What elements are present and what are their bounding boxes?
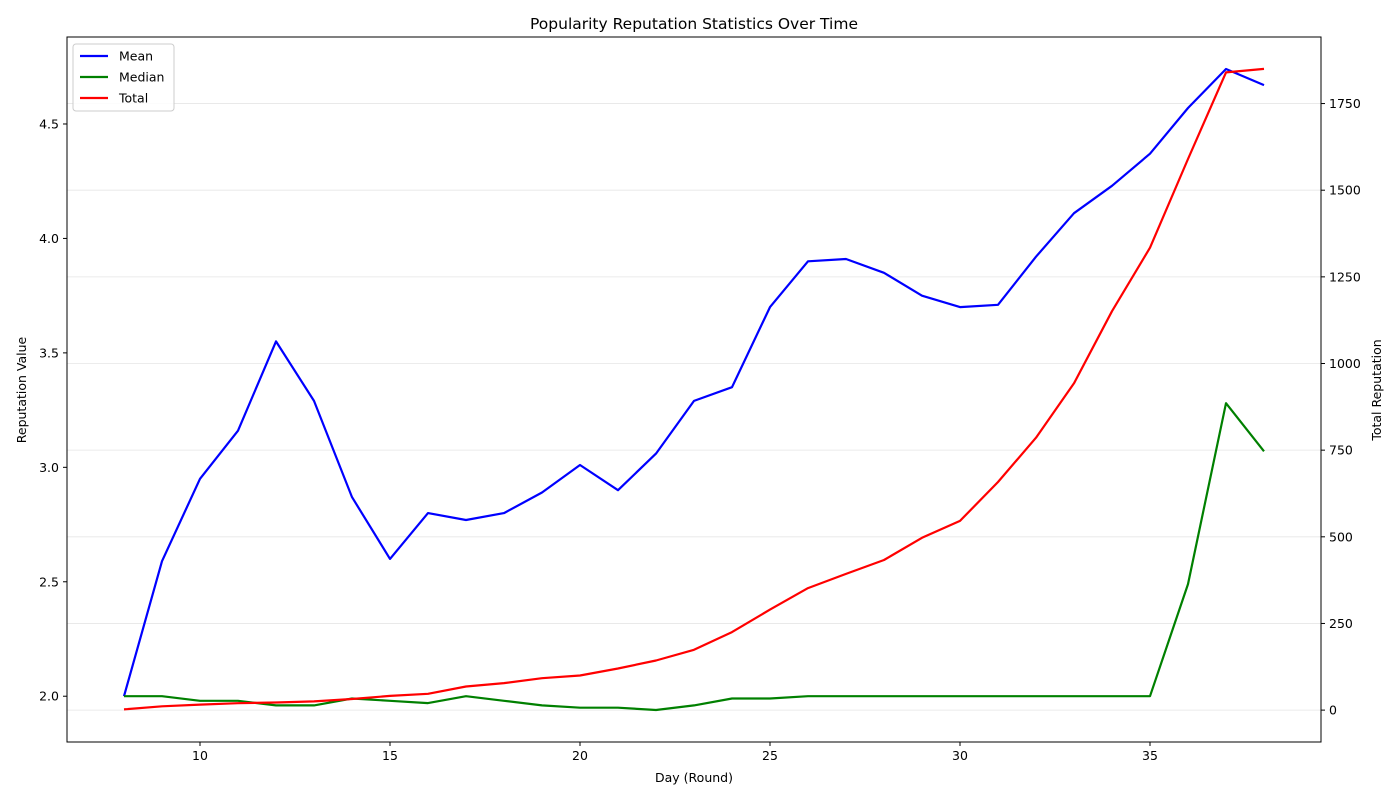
y-right-tick-label: 250	[1329, 616, 1353, 631]
y-left-tick-label: 3.0	[39, 460, 59, 475]
y-left-tick-label: 3.5	[39, 345, 59, 360]
series-line-median	[124, 402, 1265, 712]
y-right-tick-label: 1250	[1329, 269, 1361, 284]
x-tick-label: 15	[382, 748, 398, 763]
y-left-axis-label: Reputation Value	[14, 336, 29, 443]
y-right-tick-label: 750	[1329, 443, 1353, 458]
y-right-tick-label: 0	[1329, 703, 1337, 718]
legend-label-total: Total	[118, 91, 148, 106]
chart-title: Popularity Reputation Statistics Over Ti…	[530, 15, 858, 33]
legend-box	[72, 43, 175, 112]
series-line-total	[123, 67, 1265, 711]
x-tick-label: 35	[1142, 748, 1158, 763]
legend: Mean Median Total	[72, 43, 175, 112]
plot-area-frame	[66, 36, 1322, 743]
y-right-tick-label: 1750	[1329, 96, 1361, 111]
x-axis-label: Day (Round)	[655, 770, 733, 785]
x-axis-ticks: 10 15 20 25 30 35	[192, 742, 1158, 763]
y-left-tick-label: 2.0	[39, 689, 59, 704]
legend-label-median: Median	[119, 70, 164, 85]
y-left-tick-label: 4.0	[39, 231, 59, 246]
x-tick-label: 20	[572, 748, 588, 763]
y-right-axis-label: Total Reputation	[1369, 339, 1384, 441]
y-right-axis-ticks: 0 250 500 750 1000 1250 1500 1750	[1321, 96, 1361, 718]
x-tick-label: 25	[762, 748, 778, 763]
x-tick-label: 30	[952, 748, 968, 763]
y-right-tick-label: 1000	[1329, 356, 1361, 371]
series-line-mean	[122, 67, 1265, 697]
legend-label-mean: Mean	[119, 49, 153, 64]
grid-lines	[67, 103, 1321, 711]
series-lines	[122, 67, 1265, 712]
y-right-tick-label: 1500	[1329, 183, 1361, 198]
y-right-tick-label: 500	[1329, 529, 1353, 544]
y-left-tick-label: 2.5	[39, 574, 59, 589]
x-tick-label: 10	[192, 748, 208, 763]
y-left-tick-label: 4.5	[39, 116, 59, 131]
y-left-axis-ticks: 2.0 2.5 3.0 3.5 4.0 4.5	[39, 116, 67, 704]
